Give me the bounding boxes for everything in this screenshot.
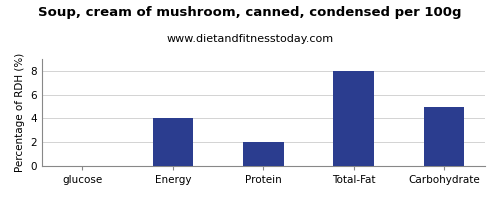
Bar (152, 118, 193, 166)
Y-axis label: Percentage of RDH (%): Percentage of RDH (%) (15, 53, 25, 172)
Text: www.dietandfitnesstoday.com: www.dietandfitnesstoday.com (166, 34, 334, 44)
Bar (424, 107, 465, 166)
Bar (243, 142, 284, 166)
Bar (334, 71, 374, 166)
Text: Soup, cream of mushroom, canned, condensed per 100g: Soup, cream of mushroom, canned, condens… (38, 6, 462, 19)
